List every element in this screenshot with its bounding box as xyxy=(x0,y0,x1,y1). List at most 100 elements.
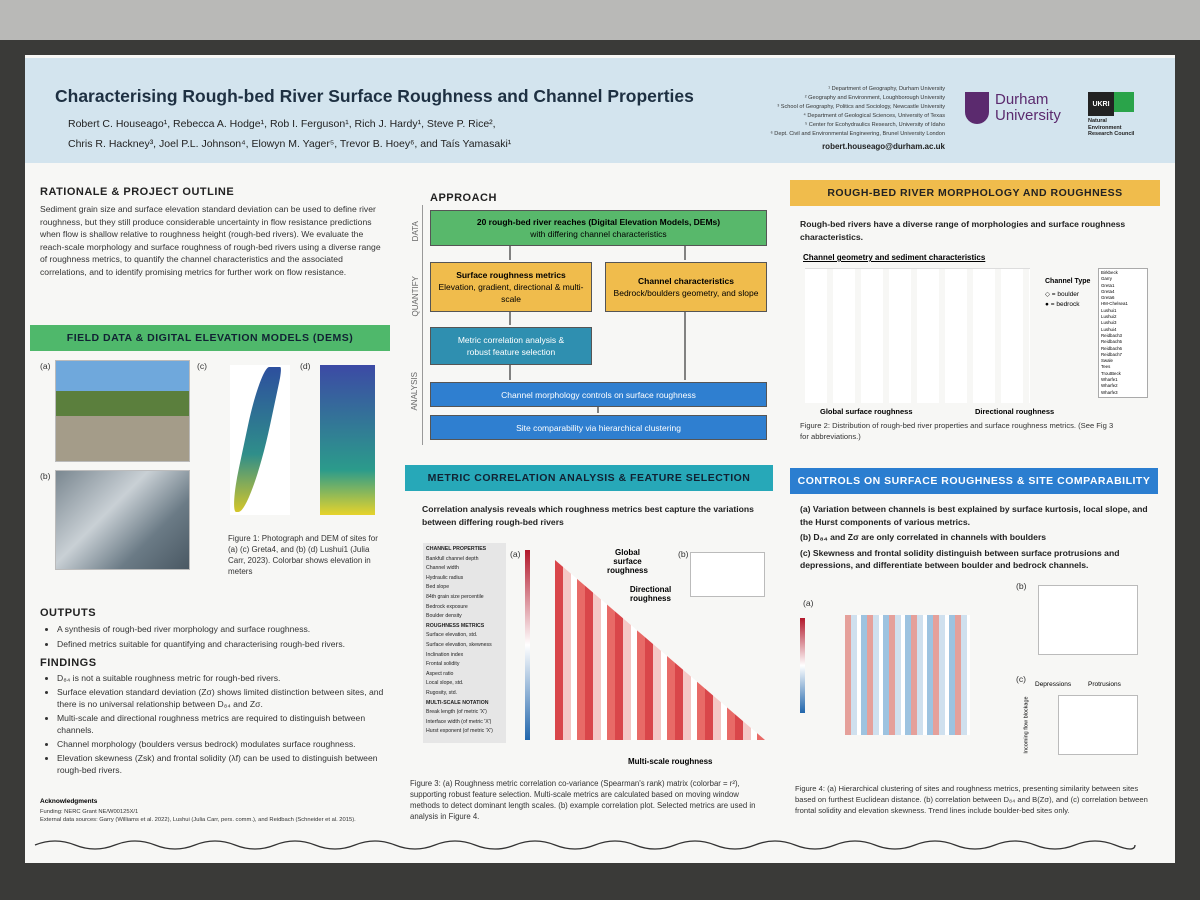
site-name: Lushui3 xyxy=(1101,320,1117,326)
ack-line: External data sources: Garry (Williams e… xyxy=(40,817,356,823)
axis-annotation: Depressions xyxy=(1035,681,1072,688)
table-row: Bankfull channel depth xyxy=(426,555,479,562)
logo-text: University xyxy=(995,107,1061,124)
bullet-list: D₈₄ is not a suitable roughness metric f… xyxy=(45,672,390,776)
legend: ◇ = boulder ● = bedrock xyxy=(1045,290,1079,310)
strip-plots xyxy=(805,268,1030,403)
banner: CONTROLS ON SURFACE ROUGHNESS & SITE COM… xyxy=(790,468,1158,494)
axis-annotation: Protrusions xyxy=(1088,681,1121,688)
site-name: Reidbach7 xyxy=(1101,351,1122,357)
site-name: Tees xyxy=(1101,364,1111,370)
ack-line: Funding: NERC Grant NE/W00125X/1 xyxy=(40,809,139,815)
panel-label: (a) xyxy=(803,598,814,608)
caption: Figure 1: Photograph and DEM of sites fo… xyxy=(228,534,378,576)
bullet-list: A synthesis of rough-bed river morpholog… xyxy=(45,623,385,650)
affiliation: ⁶ Dept. Civil and Environmental Engineer… xyxy=(770,131,945,137)
site-legend: Birkbeck Garry Greta1 Greta4 Greta6 HM-Chelse… xyxy=(1098,268,1148,398)
durham-logo: Durham University xyxy=(995,92,1061,124)
box-text: Bedrock/boulders geometry, and slope xyxy=(613,288,759,298)
bullet: A synthesis of rough-bed river morpholog… xyxy=(57,623,385,636)
heading: RATIONALE & PROJECT OUTLINE xyxy=(40,186,235,198)
bullet: D₈₄ is not a suitable roughness metric f… xyxy=(57,672,390,684)
logo-text: Durham xyxy=(995,91,1049,108)
flow-box: Channel morphology controls on surface r… xyxy=(430,382,767,407)
affiliation: ⁴ Department of Geological Sciences, Uni… xyxy=(803,113,945,119)
panel-label: (a) xyxy=(510,549,521,559)
photo xyxy=(55,470,190,570)
author-line: Chris R. Hackney³, Joel P.L. Johnson⁴, E… xyxy=(68,138,512,150)
table-row: Frontal solidity xyxy=(426,661,460,668)
site-name: Reidbach6 xyxy=(1101,345,1122,351)
flow-box: Site comparability via hierarchical clus… xyxy=(430,415,767,440)
finding-item: (a) Variation between channels is best e… xyxy=(800,504,1148,527)
table-row: Interface width (of metric 'X') xyxy=(426,718,492,725)
heading: OUTPUTS xyxy=(40,607,97,619)
banner: METRIC CORRELATION ANALYSIS & FEATURE SE… xyxy=(405,465,773,491)
panel-label: (b) xyxy=(678,549,689,559)
table-row: Local slope, std. xyxy=(426,680,464,687)
table-row: Surface elevation, std. xyxy=(426,632,478,639)
site-name: Garry xyxy=(1101,276,1112,282)
site-name: Lushui2 xyxy=(1101,314,1117,320)
legend-title: Channel Type xyxy=(1045,278,1091,285)
affiliation: ¹ Department of Geography, Durham Univer… xyxy=(828,86,945,92)
affiliation: ³ School of Geography, Politics and Soci… xyxy=(777,104,945,110)
box-text: Elevation, gradient, directional & multi… xyxy=(438,282,584,304)
panel-label: (a) xyxy=(40,361,51,371)
table-row: Inclination index xyxy=(426,651,464,658)
box-text: Surface roughness metrics xyxy=(456,270,566,280)
caption: Figure 2: Distribution of rough-bed rive… xyxy=(800,421,1114,441)
banner: FIELD DATA & DIGITAL ELEVATION MODELS (D… xyxy=(30,325,390,351)
table-row: Break length (of metric 'X') xyxy=(426,709,487,716)
panel-label: (d) xyxy=(300,361,311,371)
table-row: Surface elevation, skewness xyxy=(426,641,492,648)
table-row: Rugosity, std. xyxy=(426,689,458,696)
site-name: Birkbeck xyxy=(1101,270,1118,275)
site-name: Greta1 xyxy=(1101,282,1115,288)
stage-rule xyxy=(422,205,423,445)
scatter-plot xyxy=(1038,585,1138,655)
table-row: Boulder density xyxy=(426,613,462,620)
table-row: Hydraulic radius xyxy=(426,574,464,581)
table-row: Hurst exponent (of metric 'X') xyxy=(426,728,493,735)
bullet: Elevation skewness (Zsk) and frontal sol… xyxy=(57,752,390,776)
site-name: Wharfe2 xyxy=(1101,383,1118,389)
colorbar xyxy=(525,550,530,740)
author-line: Robert C. Houseago¹, Rebecca A. Hodge¹, … xyxy=(68,118,496,130)
site-name: Lushui4 xyxy=(1101,326,1117,332)
list: D₈₄ is not a suitable roughness metric f… xyxy=(45,672,390,778)
affiliation: ⁵ Center for Ecohydraulics Research, Uni… xyxy=(804,122,945,128)
logo-text: Environment xyxy=(1088,124,1122,131)
wall-rail xyxy=(0,0,1200,40)
affiliation: ² Geography and Environment, Loughboroug… xyxy=(804,95,945,101)
panel-label: (b) xyxy=(40,471,51,481)
panel-label: (c) xyxy=(197,361,208,371)
logo-text: Natural xyxy=(1088,118,1107,124)
authors: Robert C. Houseago¹, Rebecca A. Hodge¹, … xyxy=(68,114,511,154)
table-row: Bed slope xyxy=(426,584,450,591)
ukri-logo: UKRI xyxy=(1088,92,1114,116)
cluster-heatmap xyxy=(845,615,970,735)
table-row: CHANNEL PROPERTIES xyxy=(426,546,487,552)
ack-text: Funding: NERC Grant NE/W00125X/1 External… xyxy=(40,808,390,824)
box-text: Channel characteristics xyxy=(638,276,734,286)
paragraph: Correlation analysis reveals which rough… xyxy=(422,504,754,527)
colorbar xyxy=(800,618,805,713)
site-name: Lushui1 xyxy=(1101,307,1117,313)
site-name: Reidbach3 xyxy=(1101,332,1122,338)
finding-item: (b) D₈₄ and Zσ are only correlated in ch… xyxy=(800,532,1047,542)
paragraph: Rough-bed rivers have a diverse range of… xyxy=(800,219,1126,242)
logo-text: Research Council xyxy=(1088,131,1135,137)
table-row: MULTI-SCALE NOTATION xyxy=(426,699,489,706)
flow-box: Surface roughness metrics Elevation, grad… xyxy=(430,262,592,312)
email: robert.houseago@durham.ac.uk xyxy=(822,142,945,151)
bullet: Defined metrics suitable for quantifying… xyxy=(57,638,385,651)
ukri-mark xyxy=(1114,92,1134,112)
caption: Figure 3: (a) Roughness metric correlati… xyxy=(410,779,756,821)
durham-crest xyxy=(965,92,989,124)
panel-label: (c) xyxy=(1016,674,1027,684)
list: (a) Variation between channels is best e… xyxy=(800,503,1150,575)
box-text: Site comparability via hierarchical clus… xyxy=(516,422,681,433)
group-label: Global surface roughness xyxy=(820,407,913,416)
